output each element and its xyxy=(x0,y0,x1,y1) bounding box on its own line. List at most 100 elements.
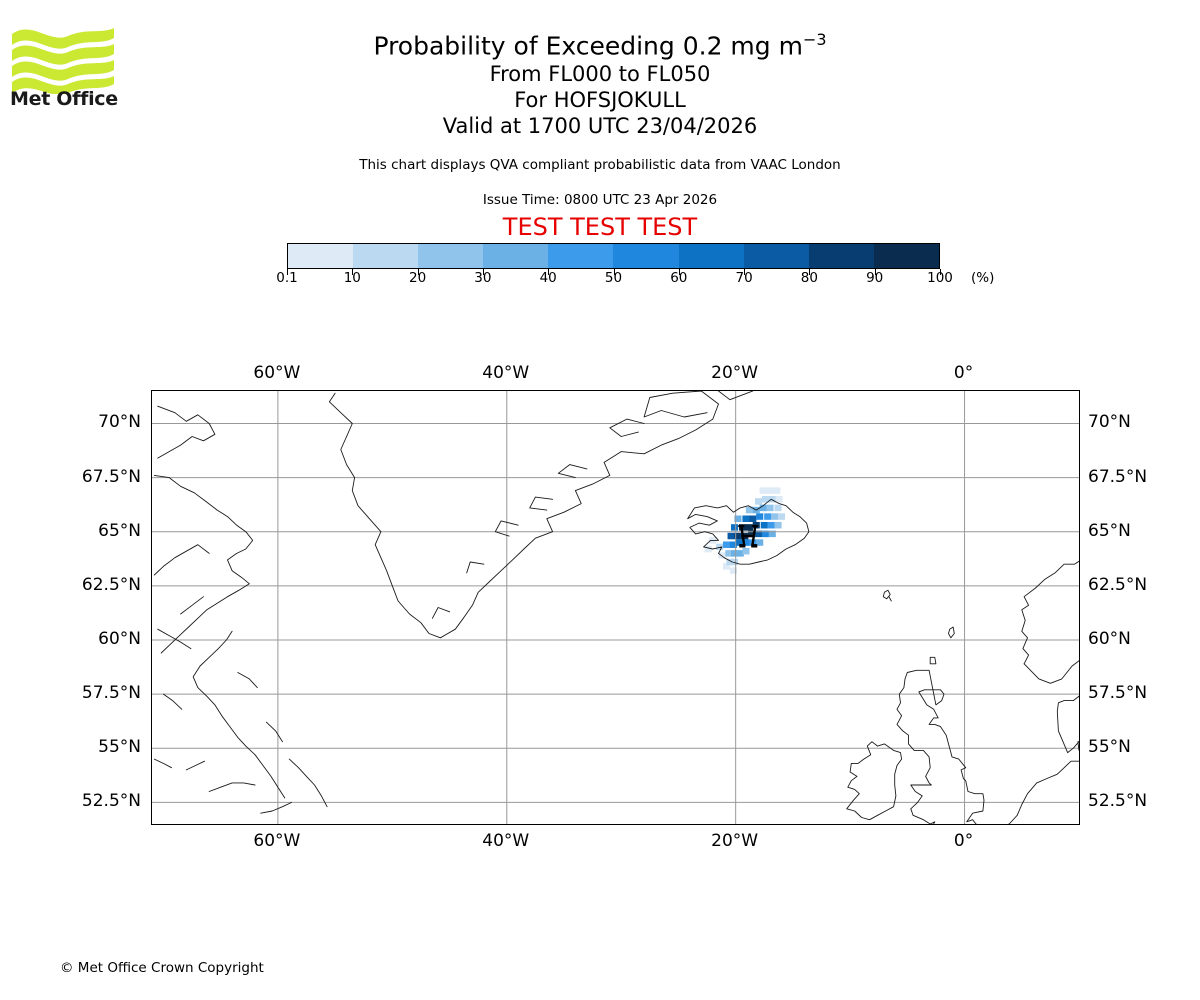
coastline-path xyxy=(557,464,588,479)
coastline-path xyxy=(153,474,254,654)
coastline-path xyxy=(896,669,985,824)
valid-time-line: Valid at 1700 UTC 23/04/2026 xyxy=(442,114,758,139)
colorbar-tick-0 xyxy=(287,269,288,275)
coastline-path xyxy=(687,498,810,565)
colorbar-tick-7 xyxy=(744,269,746,275)
coastline-path xyxy=(1008,760,1079,824)
colorbar-segment-6 xyxy=(678,244,744,268)
colorbar-tick-1 xyxy=(352,269,354,275)
volcano-marker-layer xyxy=(738,524,759,548)
x-axis-label-top-0: 60°W xyxy=(253,363,301,383)
probability-cell xyxy=(767,521,775,529)
probability-cell xyxy=(735,539,743,546)
probability-cell xyxy=(760,521,768,529)
colorbar-segment-7 xyxy=(743,244,809,268)
colorbar-tick-10 xyxy=(940,269,941,275)
y-axis-label-right-1: 55°N xyxy=(1088,737,1131,758)
probability-cell xyxy=(730,558,739,566)
probability-cell xyxy=(761,530,769,538)
coastline-path xyxy=(466,561,485,574)
colorbar-segment-3 xyxy=(483,244,549,268)
probability-cell xyxy=(748,530,756,538)
volcano-marker xyxy=(738,524,759,548)
colorbar-unit-label: (%) xyxy=(971,270,995,286)
x-axis-label-bottom-1: 40°W xyxy=(482,831,530,851)
coastline-path xyxy=(431,607,451,619)
coastline-path xyxy=(948,626,955,639)
probability-cell xyxy=(742,539,750,546)
x-axis-label-bottom-3: 0° xyxy=(953,831,974,851)
coastline-path xyxy=(888,596,892,602)
probability-cell xyxy=(773,487,781,494)
probability-cell xyxy=(742,547,750,555)
probability-cell xyxy=(734,515,742,522)
probability-cell xyxy=(726,558,734,566)
probability-cell xyxy=(727,532,735,540)
probability-cell xyxy=(755,498,763,505)
probability-cell xyxy=(734,532,742,540)
y-axis-label-left-0: 52.5°N xyxy=(81,791,141,812)
colorbar-tick-5 xyxy=(613,269,615,275)
page-title-exponent: −3 xyxy=(802,30,827,49)
colorbar-segment-4 xyxy=(548,244,614,268)
coastline-path xyxy=(882,589,891,600)
probability-cell xyxy=(722,563,731,570)
probability-cell xyxy=(766,487,774,494)
flight-levels-line: From FL000 to FL050 xyxy=(489,62,711,87)
probability-cell xyxy=(771,513,779,520)
colorbar-tick-2 xyxy=(417,269,419,275)
coastline-path xyxy=(153,544,210,576)
page-title: Probability of Exceeding 0.2 mg m−3 xyxy=(0,24,1200,61)
probability-cell xyxy=(745,506,753,514)
probability-cell xyxy=(742,515,750,522)
y-axis-label-left-2: 57.5°N xyxy=(81,683,141,704)
y-axis-label-left-4: 62.5°N xyxy=(81,574,141,595)
probability-cell xyxy=(775,496,783,503)
coastline-path xyxy=(237,672,258,689)
x-axis-label-top-3: 0° xyxy=(953,363,974,383)
colorbar-segment-8 xyxy=(808,244,874,268)
colorbar-segment-2 xyxy=(418,244,484,268)
probability-cell xyxy=(774,521,782,529)
coastline-path xyxy=(718,391,754,401)
coastline-path xyxy=(260,801,293,814)
colorbar-tick-4 xyxy=(548,269,550,275)
coastline-path xyxy=(1077,741,1079,751)
x-axis-label-bottom-2: 20°W xyxy=(711,831,759,851)
x-axis-label-bottom-0: 60°W xyxy=(253,831,301,851)
coastline-path xyxy=(265,721,283,743)
probability-cell xyxy=(759,487,767,494)
probability-cell xyxy=(704,545,712,553)
coastline-path xyxy=(846,741,903,821)
colorbar-tick-label-1: 10 xyxy=(343,270,361,286)
x-axis-label-top-1: 40°W xyxy=(482,363,530,383)
coastline-path xyxy=(180,596,204,615)
y-axis-label-right-4: 62.5°N xyxy=(1088,574,1148,595)
y-axis-label-right-3: 60°N xyxy=(1088,628,1131,649)
test-banner: TEST TEST TEST xyxy=(502,213,698,241)
coastline-path xyxy=(609,418,645,437)
colorbar-tick-8 xyxy=(809,269,811,275)
x-axis-label-top-2: 20°W xyxy=(711,363,759,383)
coastline-path xyxy=(185,760,206,771)
y-axis-label-right-2: 57.5°N xyxy=(1088,683,1148,704)
coastline-path xyxy=(208,782,256,792)
y-axis-label-right-6: 67.5°N xyxy=(1088,466,1148,487)
probability-cell xyxy=(755,530,763,538)
qva-note: This chart displays QVA compliant probab… xyxy=(359,157,841,173)
site-line: For HOFSJOKULL xyxy=(514,88,686,113)
coastline-path xyxy=(328,391,719,639)
issue-time: Issue Time: 0800 UTC 23 Apr 2026 xyxy=(482,192,718,208)
y-axis-label-left-3: 60°N xyxy=(98,628,141,649)
colorbar-tick-3 xyxy=(482,269,484,275)
coastline-path xyxy=(1023,660,1079,684)
colorbar-tick-label-6: 60 xyxy=(670,270,688,286)
coastline-path xyxy=(157,628,192,650)
y-axis-label-left-5: 65°N xyxy=(98,520,141,541)
probability-cell xyxy=(725,550,733,557)
map-plot-area[interactable] xyxy=(151,390,1080,825)
colorbar-tick-labels: 0.1 10 20 30 40 50 60 70 80 90 100 xyxy=(0,270,1200,290)
probability-cell xyxy=(764,513,772,520)
coastline-path xyxy=(157,405,216,459)
colorbar-segment-0 xyxy=(288,244,354,268)
